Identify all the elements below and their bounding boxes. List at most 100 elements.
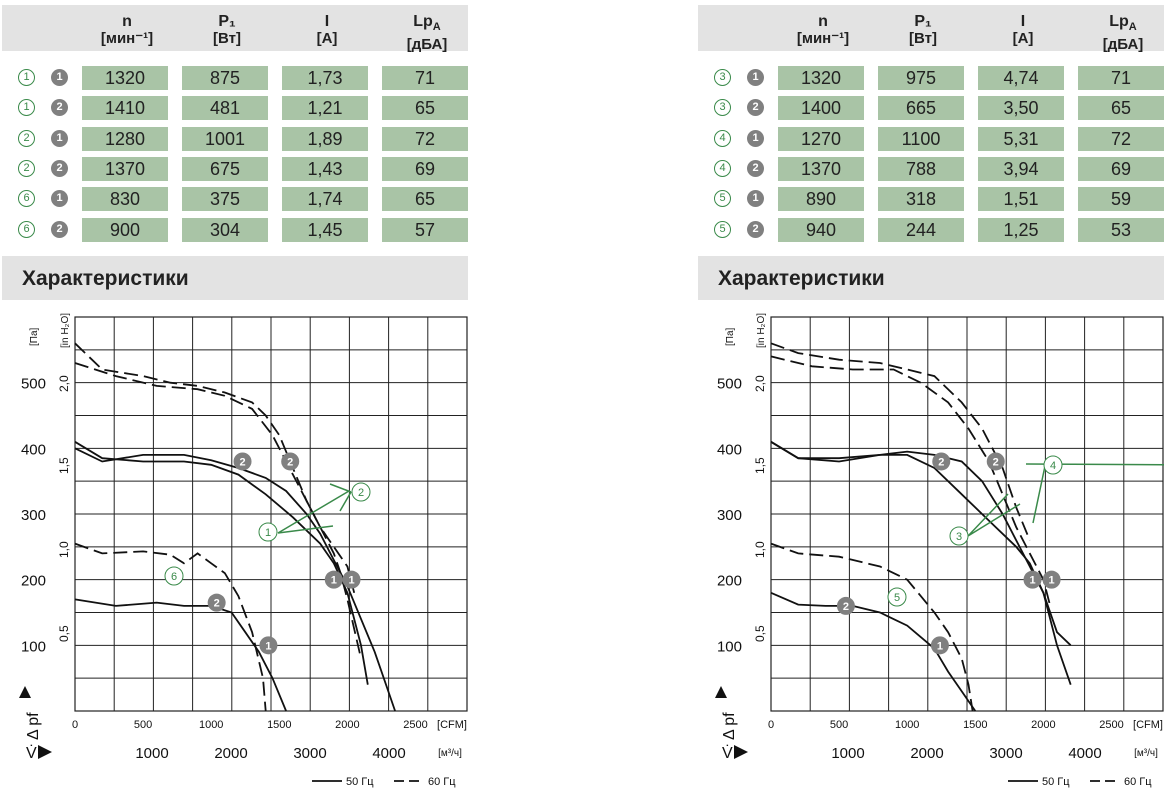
power-cell: 675: [182, 156, 268, 181]
y2-tick-label: 2,0: [57, 375, 71, 392]
speed-cell: 1370: [778, 156, 864, 181]
current-cell: 1,45: [282, 217, 368, 242]
curve-3-60hz-line: [770, 355, 1052, 607]
operating-point-label: 1: [1049, 575, 1055, 587]
y2-tick-label: 1,0: [753, 541, 767, 558]
curve-number-badge: 4: [714, 129, 731, 147]
left-panel: n [мин⁻¹] P₁ [Вт] I [A] LpA [дБА] 1 1 1320…: [0, 0, 468, 794]
table-row: 2 2 1370 675 1,43 69: [0, 156, 468, 185]
operating-point-marker: [324, 570, 343, 589]
table-row: 1 1 1320 875 1,73 71: [0, 66, 468, 94]
operating-point-badge: 2: [51, 159, 68, 177]
curve-1-60hz-line: [74, 362, 362, 659]
x-tick-label: 1500: [267, 719, 291, 731]
y2-tick-label: 0,5: [753, 625, 767, 642]
x2-tick-label: 2000: [214, 745, 247, 762]
table-row: 6 1 830 375 1,74 65: [0, 187, 468, 215]
y-tick-label: 500: [717, 376, 742, 393]
current-cell: 1,25: [978, 217, 1064, 242]
x-tick-label: 500: [830, 719, 848, 731]
y2-unit-label: [in H₂O]: [60, 313, 71, 348]
operating-point-marker: [259, 636, 278, 655]
curve-6-50hz-line: [74, 598, 287, 712]
x2-tick-label: 4000: [1068, 745, 1101, 762]
curve-number-badge: 2: [18, 159, 35, 177]
x-axis-label: V̇: [26, 744, 37, 762]
operating-point-label: 2: [843, 601, 849, 613]
x2-tick-label: 3000: [989, 745, 1022, 762]
power-cell: 318: [878, 187, 964, 212]
sound-level-cell: 72: [1078, 126, 1164, 151]
sound-level-cell: 57: [382, 217, 468, 242]
legend-label: 50 Гц: [1042, 776, 1070, 788]
speed-cell: 1410: [82, 96, 168, 121]
curve-annotation-marker: [949, 526, 969, 546]
y-axis-label: Δ pf: [25, 712, 42, 740]
operating-point-badge: 2: [51, 220, 68, 238]
curve-number-badge: 6: [18, 190, 35, 208]
annotation-leader-line: [967, 493, 1021, 537]
y-axis-label: Δ pf: [721, 712, 738, 740]
performance-chart: 100 200 300 400 500 [Па] 0,5 1,0 1,5 2,0 [in H₂O] Δ…: [715, 313, 1164, 788]
curve-annotation-marker: [164, 566, 184, 586]
operating-point-marker: [1023, 570, 1042, 589]
table-row: 1 2 1410 481 1,21 65: [0, 96, 468, 124]
table-row: 6 2 900 304 1,45 57: [0, 217, 468, 246]
x2-unit-label: [м³/ч]: [438, 748, 462, 759]
table-row: 5 2 940 244 1,25 53: [696, 217, 1164, 246]
power-cell: 665: [878, 96, 964, 121]
curve-4-60hz-line: [770, 342, 1031, 541]
power-cell: 375: [182, 187, 268, 212]
curve-annotation-marker: [887, 587, 907, 607]
operating-point-label: 1: [348, 575, 354, 587]
operating-point-label: 2: [993, 456, 999, 468]
operating-point-marker: [342, 570, 361, 589]
current-cell: 1,74: [282, 187, 368, 212]
operating-point-badge: 2: [747, 159, 764, 177]
x2-tick-label: 4000: [372, 745, 405, 762]
x-tick-label: 0: [768, 719, 774, 731]
section-title: Характеристики: [718, 267, 885, 290]
table-row: 4 2 1370 788 3,94 69: [696, 156, 1164, 185]
table-row: 4 1 1270 1100 5,31 72: [696, 126, 1164, 155]
x-tick-label: 2500: [403, 719, 427, 731]
curve-annotation-label: 6: [171, 571, 177, 583]
current-cell: 5,31: [978, 126, 1064, 151]
table-row: 3 1 1320 975 4,74 71: [696, 66, 1164, 94]
curve-annotation-label: 2: [358, 487, 364, 499]
speed-cell: 1280: [82, 126, 168, 151]
plot-frame: [74, 316, 468, 712]
sound-level-cell: 71: [382, 66, 468, 90]
x2-tick-label: 2000: [910, 745, 943, 762]
power-cell: 244: [878, 217, 964, 242]
current-cell: 1,73: [282, 66, 368, 90]
curve-annotation-label: 5: [894, 592, 900, 604]
curve-number-badge: 1: [18, 69, 35, 86]
operating-point-badge: 2: [747, 99, 764, 117]
curve-number-badge: 4: [714, 159, 731, 177]
curve-annotation-marker: [351, 482, 371, 502]
table-row: 3 2 1400 665 3,50 65: [696, 96, 1164, 124]
y-tick-label: 400: [21, 441, 46, 458]
x-axis-label: V̇: [722, 744, 733, 762]
sound-level-cell: 65: [1078, 96, 1164, 121]
table-header: n [мин⁻¹] P₁ [Вт] I [A] LpA [дБА]: [2, 5, 468, 53]
operating-point-marker: [207, 593, 226, 612]
speed-cell: 1320: [82, 66, 168, 90]
curve-number-badge: 5: [714, 190, 731, 208]
y-tick-label: 400: [717, 441, 742, 458]
current-cell: 4,74: [978, 66, 1064, 90]
operating-point-badge: 1: [51, 129, 68, 147]
y-tick-label: 300: [21, 507, 46, 524]
y-arrow-icon: [19, 686, 31, 698]
speed-cell: 900: [82, 217, 168, 242]
y-tick-label: 300: [717, 507, 742, 524]
speed-cell: 1400: [778, 96, 864, 121]
curve-3-50hz-line: [770, 441, 1072, 685]
x-tick-label: 2000: [335, 719, 359, 731]
curve-number-badge: 5: [714, 220, 731, 238]
y-tick-label: 100: [21, 638, 46, 655]
legend-label: 60 Гц: [428, 776, 456, 788]
y2-tick-label: 1,5: [57, 457, 71, 474]
curve-annotation-marker: [258, 522, 278, 542]
